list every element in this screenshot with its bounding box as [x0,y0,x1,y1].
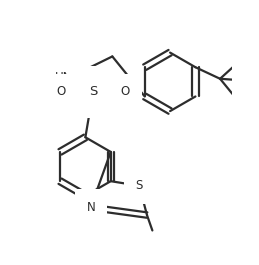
Text: O: O [121,85,130,98]
Text: S: S [89,85,97,98]
Text: HN: HN [55,71,73,84]
Text: S: S [136,179,143,192]
Text: O: O [56,85,65,98]
Text: N: N [87,201,95,214]
